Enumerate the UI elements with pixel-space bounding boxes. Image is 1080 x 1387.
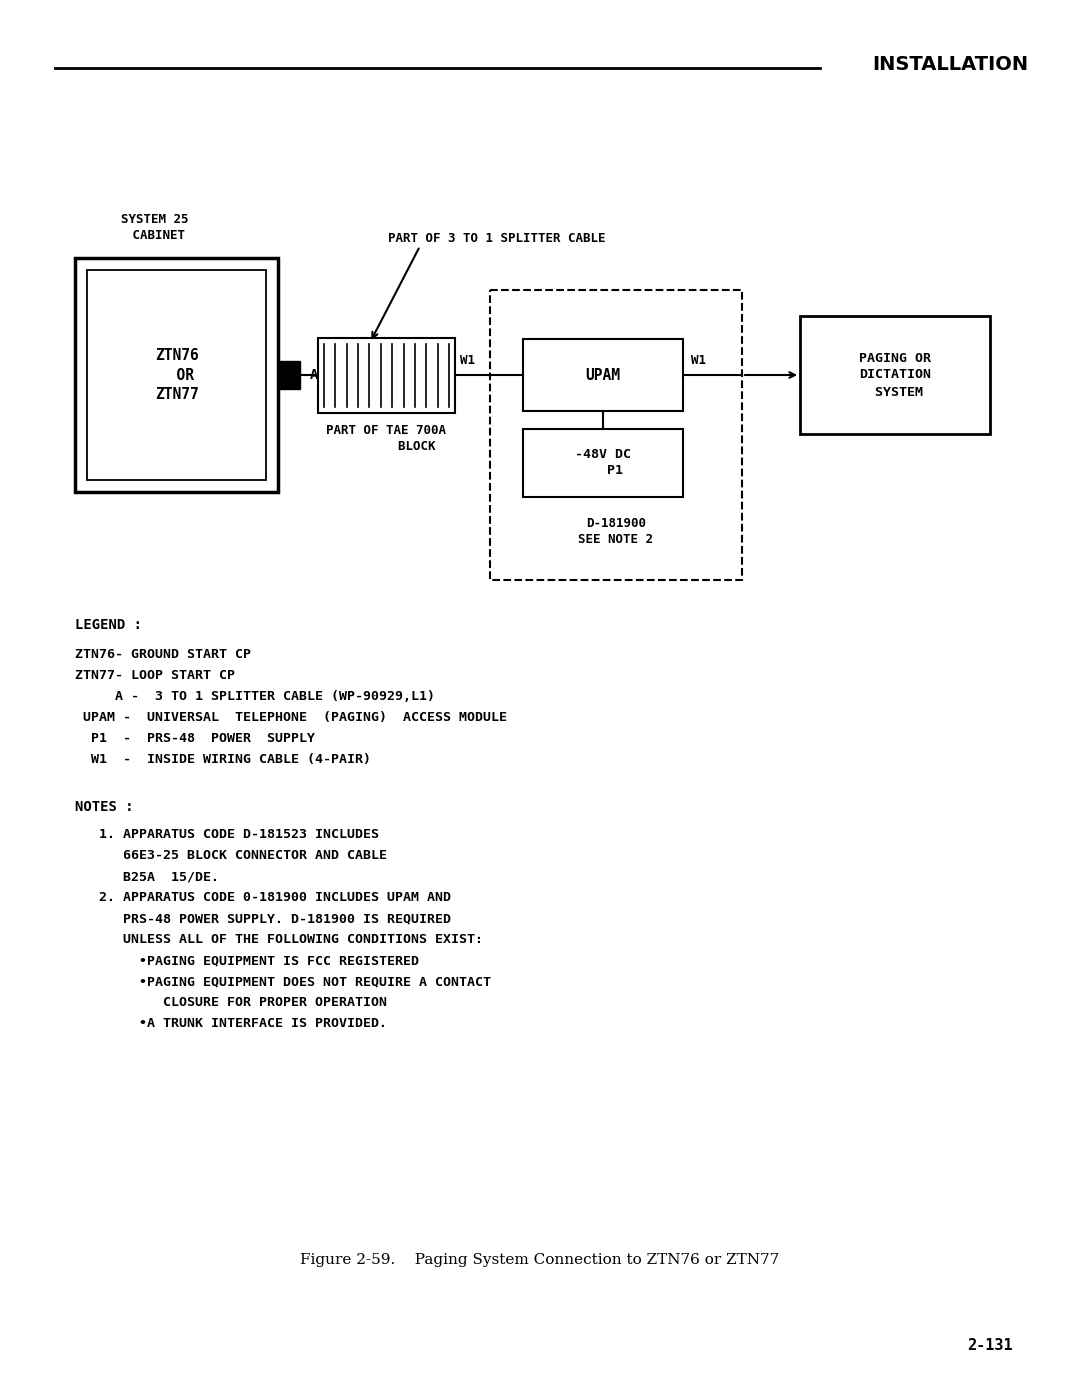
Text: D-181900
SEE NOTE 2: D-181900 SEE NOTE 2 [579,517,653,546]
Text: INSTALLATION: INSTALLATION [872,55,1028,75]
Text: UPAM: UPAM [585,368,621,383]
Bar [75,258,278,492]
Bar [87,270,266,480]
Text: UPAM -  UNIVERSAL  TELEPHONE  (PAGING)  ACCESS MODULE: UPAM - UNIVERSAL TELEPHONE (PAGING) ACCE… [75,712,507,724]
Text: B25A  15/DE.: B25A 15/DE. [75,870,219,884]
Text: -48V DC
   P1: -48V DC P1 [575,448,631,477]
Bar [800,316,990,434]
Text: W1  -  INSIDE WIRING CABLE (4-PAIR): W1 - INSIDE WIRING CABLE (4-PAIR) [75,753,372,766]
Text: PART OF 3 TO 1 SPLITTER CABLE: PART OF 3 TO 1 SPLITTER CABLE [388,232,606,244]
Text: ZTN77- LOOP START CP: ZTN77- LOOP START CP [75,669,235,682]
Text: •A TRUNK INTERFACE IS PROVIDED.: •A TRUNK INTERFACE IS PROVIDED. [75,1017,387,1031]
Text: ZTN76
  OR
ZTN77: ZTN76 OR ZTN77 [154,348,199,402]
Text: •PAGING EQUIPMENT DOES NOT REQUIRE A CONTACT: •PAGING EQUIPMENT DOES NOT REQUIRE A CON… [75,975,491,988]
Bar [318,337,455,412]
Text: W1: W1 [460,354,475,368]
Text: •PAGING EQUIPMENT IS FCC REGISTERED: •PAGING EQUIPMENT IS FCC REGISTERED [75,954,419,967]
Bar [278,361,300,388]
Bar [523,429,683,497]
Bar [490,290,742,580]
Text: W1: W1 [691,354,706,368]
Text: 1. APPARATUS CODE D-181523 INCLUDES: 1. APPARATUS CODE D-181523 INCLUDES [75,828,379,841]
Text: 2-131: 2-131 [968,1337,1013,1352]
Text: Figure 2-59.    Paging System Connection to ZTN76 or ZTN77: Figure 2-59. Paging System Connection to… [300,1252,780,1266]
Text: CLOSURE FOR PROPER OPERATION: CLOSURE FOR PROPER OPERATION [75,996,387,1008]
Text: SYSTEM 25
 CABINET: SYSTEM 25 CABINET [121,214,189,241]
Bar [523,338,683,411]
Text: ZTN76- GROUND START CP: ZTN76- GROUND START CP [75,648,251,662]
Text: UNLESS ALL OF THE FOLLOWING CONDITIONS EXIST:: UNLESS ALL OF THE FOLLOWING CONDITIONS E… [75,933,483,946]
Text: PAGING OR
DICTATION
 SYSTEM: PAGING OR DICTATION SYSTEM [859,351,931,398]
Text: LEGEND :: LEGEND : [75,619,141,632]
Text: P1  -  PRS-48  POWER  SUPPLY: P1 - PRS-48 POWER SUPPLY [75,732,315,745]
Text: PART OF TAE 700A
        BLOCK: PART OF TAE 700A BLOCK [326,424,446,454]
Text: 66E3-25 BLOCK CONNECTOR AND CABLE: 66E3-25 BLOCK CONNECTOR AND CABLE [75,849,387,861]
Text: A -  3 TO 1 SPLITTER CABLE (WP-90929,L1): A - 3 TO 1 SPLITTER CABLE (WP-90929,L1) [75,689,435,703]
Text: NOTES :: NOTES : [75,800,134,814]
Text: PRS-48 POWER SUPPLY. D-181900 IS REQUIRED: PRS-48 POWER SUPPLY. D-181900 IS REQUIRE… [75,913,451,925]
Text: A: A [310,368,319,381]
Text: 2. APPARATUS CODE 0-181900 INCLUDES UPAM AND: 2. APPARATUS CODE 0-181900 INCLUDES UPAM… [75,890,451,904]
